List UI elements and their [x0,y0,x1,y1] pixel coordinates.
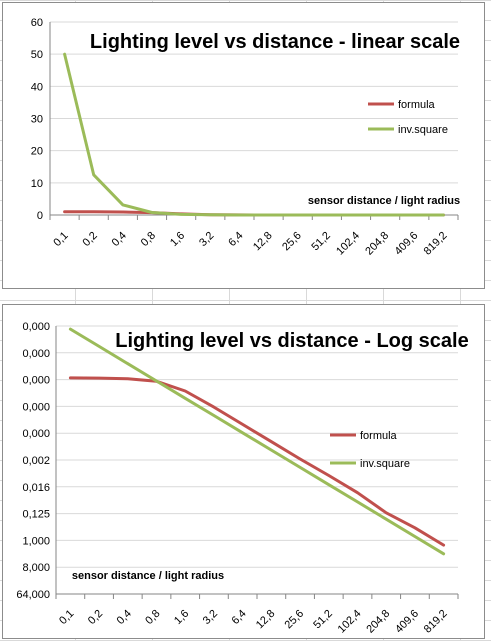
y-tick-label: 0,000 [22,401,50,413]
series-line-inv-square [63,52,445,217]
series-line-inv-square [68,327,446,556]
x-axis-title: sensor distance / light radius [72,570,224,582]
legend-label: inv.square [360,458,410,470]
chart-title: Lighting level vs distance - Log scale [115,330,468,352]
y-tick-label: 10 [31,178,43,190]
chart-area [2,304,485,639]
chart-title: Lighting level vs distance - linear scal… [90,31,460,53]
y-tick-label: 8,000 [22,562,50,574]
y-tick-label: 40 [31,81,43,93]
y-tick-label: 0,000 [22,348,50,360]
y-tick-label: 1,000 [22,535,50,547]
y-tick-label: 30 [31,114,43,126]
y-tick-label: 0,002 [22,455,50,467]
y-tick-label: 0,000 [22,375,50,387]
legend-label: inv.square [398,124,448,136]
y-tick-label: 0,000 [22,321,50,333]
y-tick-label: 0,125 [22,509,50,521]
y-tick-label: 60 [31,17,43,29]
y-tick-label: 0,016 [22,482,50,494]
y-tick-label: 50 [31,49,43,61]
y-tick-label: 0,000 [22,428,50,440]
series-line-formula [68,376,446,547]
log-scale-chart[interactable]: 64,000 8,000 1,000 0,125 0,016 0,002 0,000 0,00… [2,304,485,639]
y-tick-label: 64,000 [16,589,50,601]
y-tick-label: 20 [31,146,43,158]
chart-area [2,2,485,289]
y-tick-label: 0 [37,210,43,222]
legend-label: formula [398,99,436,111]
legend-label: formula [360,430,398,442]
x-axis-title: sensor distance / light radius [308,195,460,207]
